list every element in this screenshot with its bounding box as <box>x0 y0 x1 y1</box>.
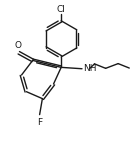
Text: F: F <box>37 118 42 127</box>
Text: NH: NH <box>83 64 96 73</box>
Text: O: O <box>14 41 21 50</box>
Text: Cl: Cl <box>57 4 66 14</box>
